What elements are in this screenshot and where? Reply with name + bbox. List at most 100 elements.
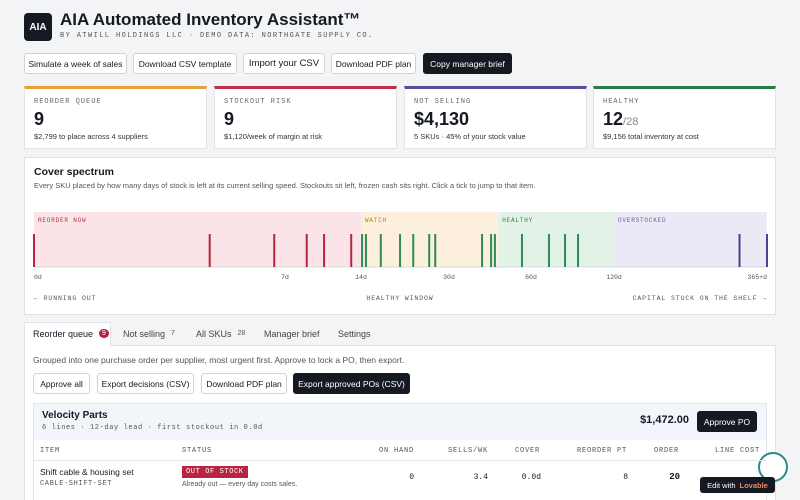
column-header: ITEM	[40, 447, 61, 455]
supplier-total: $1,472.00	[640, 414, 689, 426]
stat-of: /28	[623, 116, 639, 128]
sku-tick[interactable]	[547, 234, 550, 267]
sku-tick[interactable]	[412, 234, 415, 267]
stat-sub: $9,156 total inventory at cost	[603, 132, 699, 141]
stat-card: NOT SELLING $4,130 5 SKUs · 45% of your st…	[404, 86, 587, 149]
spectrum-footer: CAPITAL STUCK ON THE SHELF →	[633, 295, 767, 302]
sku-tick[interactable]	[379, 234, 382, 267]
sku-tick[interactable]	[738, 234, 741, 267]
tab-count: 28	[237, 330, 246, 337]
subtitle: BY ATWILL HOLDINGS LLC · DEMO DATA: NORT…	[60, 32, 374, 40]
stat-number: 9	[224, 109, 235, 129]
zone-label: HEALTHY	[502, 217, 533, 224]
tab[interactable]: All SKUs 28	[196, 322, 245, 345]
stat-number: 9	[34, 109, 45, 129]
sku-tick[interactable]	[208, 234, 211, 267]
on-hand: 0	[409, 473, 414, 482]
button[interactable]: Import your CSV	[243, 53, 325, 74]
column-header: SELLS/WK	[447, 447, 488, 455]
button[interactable]: Export approved POs (CSV)	[293, 373, 410, 394]
sku-tick[interactable]	[490, 234, 493, 267]
note: Already out — every day costs sales.	[182, 481, 298, 488]
sku-tick[interactable]	[399, 234, 402, 267]
sku: CABLE-SHIFT-SET	[40, 480, 113, 488]
button[interactable]: Simulate a week of sales	[24, 53, 127, 74]
spectrum-chart: REORDER NOW WATCH HEALTHY OVERSTOCKED 0d 7d 14…	[33, 212, 768, 302]
column-header: ORDER	[653, 447, 679, 455]
stat-label: HEALTHY	[603, 98, 640, 106]
row-divider	[34, 460, 766, 461]
button[interactable]: Approve PO	[697, 411, 757, 432]
button[interactable]: Download PDF plan	[201, 373, 287, 394]
sku-tick[interactable]	[305, 234, 308, 267]
stat-label: STOCKOUT RISK	[224, 98, 292, 106]
tab-label: Not selling	[123, 328, 166, 339]
stat-number: $4,130	[414, 109, 470, 129]
stat-sub: 5 SKUs · 45% of your stock value	[414, 132, 526, 141]
spectrum-footer: ← RUNNING OUT	[34, 295, 96, 302]
spectrum-description: Every SKU placed by how many days of sto…	[34, 181, 536, 190]
sku-tick[interactable]	[273, 234, 276, 267]
title: AIA Automated Inventory Assistant™	[60, 10, 361, 29]
axis-label: 0d	[34, 274, 42, 281]
sku-tick[interactable]	[434, 234, 437, 267]
column-header: ON HAND	[378, 447, 414, 455]
tab-label: Reorder queue	[33, 328, 94, 339]
stat-card: HEALTHY 12/28 $9,156 total inventory at co…	[593, 86, 776, 149]
spectrum-footer: HEALTHY WINDOW	[366, 295, 433, 302]
status: OUT OF STOCK	[182, 466, 248, 478]
supplier-head	[34, 404, 766, 440]
edit-badge[interactable]: Edit with Lovable	[700, 477, 775, 493]
button[interactable]: Copy manager brief	[423, 53, 512, 74]
sku-tick[interactable]	[577, 234, 580, 267]
order: 20	[669, 472, 680, 482]
sku-tick[interactable]	[323, 234, 326, 267]
sku-tick[interactable]	[428, 234, 431, 267]
button[interactable]: Download PDF plan	[331, 53, 416, 74]
tab[interactable]: Not selling 7	[123, 322, 175, 345]
spectrum-title: Cover spectrum	[34, 166, 114, 178]
sku-tick[interactable]	[481, 234, 484, 267]
stat-number: 12	[603, 109, 624, 129]
supplier-meta: 6 lines · 12-day lead · first stockout i…	[42, 424, 263, 432]
button[interactable]: Approve all	[33, 373, 90, 394]
tab-count: 7	[171, 330, 175, 337]
sku-tick[interactable]	[364, 234, 367, 267]
tab[interactable]: Settings	[338, 322, 371, 345]
active-tab-bg	[24, 322, 111, 346]
tab-label: All SKUs	[196, 328, 232, 339]
sku-tick[interactable]	[361, 234, 364, 267]
reorder-pt: 8	[623, 473, 628, 482]
stat-sub: $1,120/week of margin at risk	[224, 132, 322, 141]
tab-label: Settings	[338, 328, 371, 339]
axis-label: 7d	[281, 274, 289, 281]
zone-label: REORDER NOW	[38, 217, 86, 224]
stat-sub: $2,799 to place across 4 suppliers	[34, 132, 148, 141]
stat-card: STOCKOUT RISK 9 $1,120/week of margin at r…	[214, 86, 397, 149]
queue-intro: Grouped into one purchase order per supp…	[33, 355, 405, 365]
zone-label: WATCH	[365, 217, 387, 224]
column-header: COVER	[514, 447, 540, 455]
sku-tick[interactable]	[33, 234, 35, 267]
stat-card: REORDER QUEUE 9 $2,799 to place across 4 s…	[24, 86, 207, 149]
sku-tick[interactable]	[766, 234, 768, 267]
stat-value: $4,130	[414, 109, 469, 130]
sku-tick[interactable]	[493, 234, 496, 267]
tab[interactable]: Manager brief	[264, 322, 320, 345]
column-header: LINE COST	[714, 447, 760, 455]
sku-tick[interactable]	[520, 234, 523, 267]
zone-label: OVERSTOCKED	[618, 217, 666, 224]
tab-label: Manager brief	[264, 328, 320, 339]
axis-label: 120d	[606, 274, 622, 281]
axis-label: 30d	[443, 274, 455, 281]
badge-prefix: Edit with	[707, 480, 736, 490]
tab[interactable]: Reorder queue 9	[33, 322, 109, 345]
column-header: STATUS	[182, 447, 213, 455]
stat-label: REORDER QUEUE	[34, 98, 102, 106]
sells-wk: 3.4	[473, 473, 488, 482]
badge-brand: Lovable	[739, 480, 768, 490]
sku-tick[interactable]	[350, 234, 353, 267]
button[interactable]: Download CSV template	[133, 53, 237, 74]
sku-tick[interactable]	[564, 234, 567, 267]
button[interactable]: Export decisions (CSV)	[97, 373, 194, 394]
